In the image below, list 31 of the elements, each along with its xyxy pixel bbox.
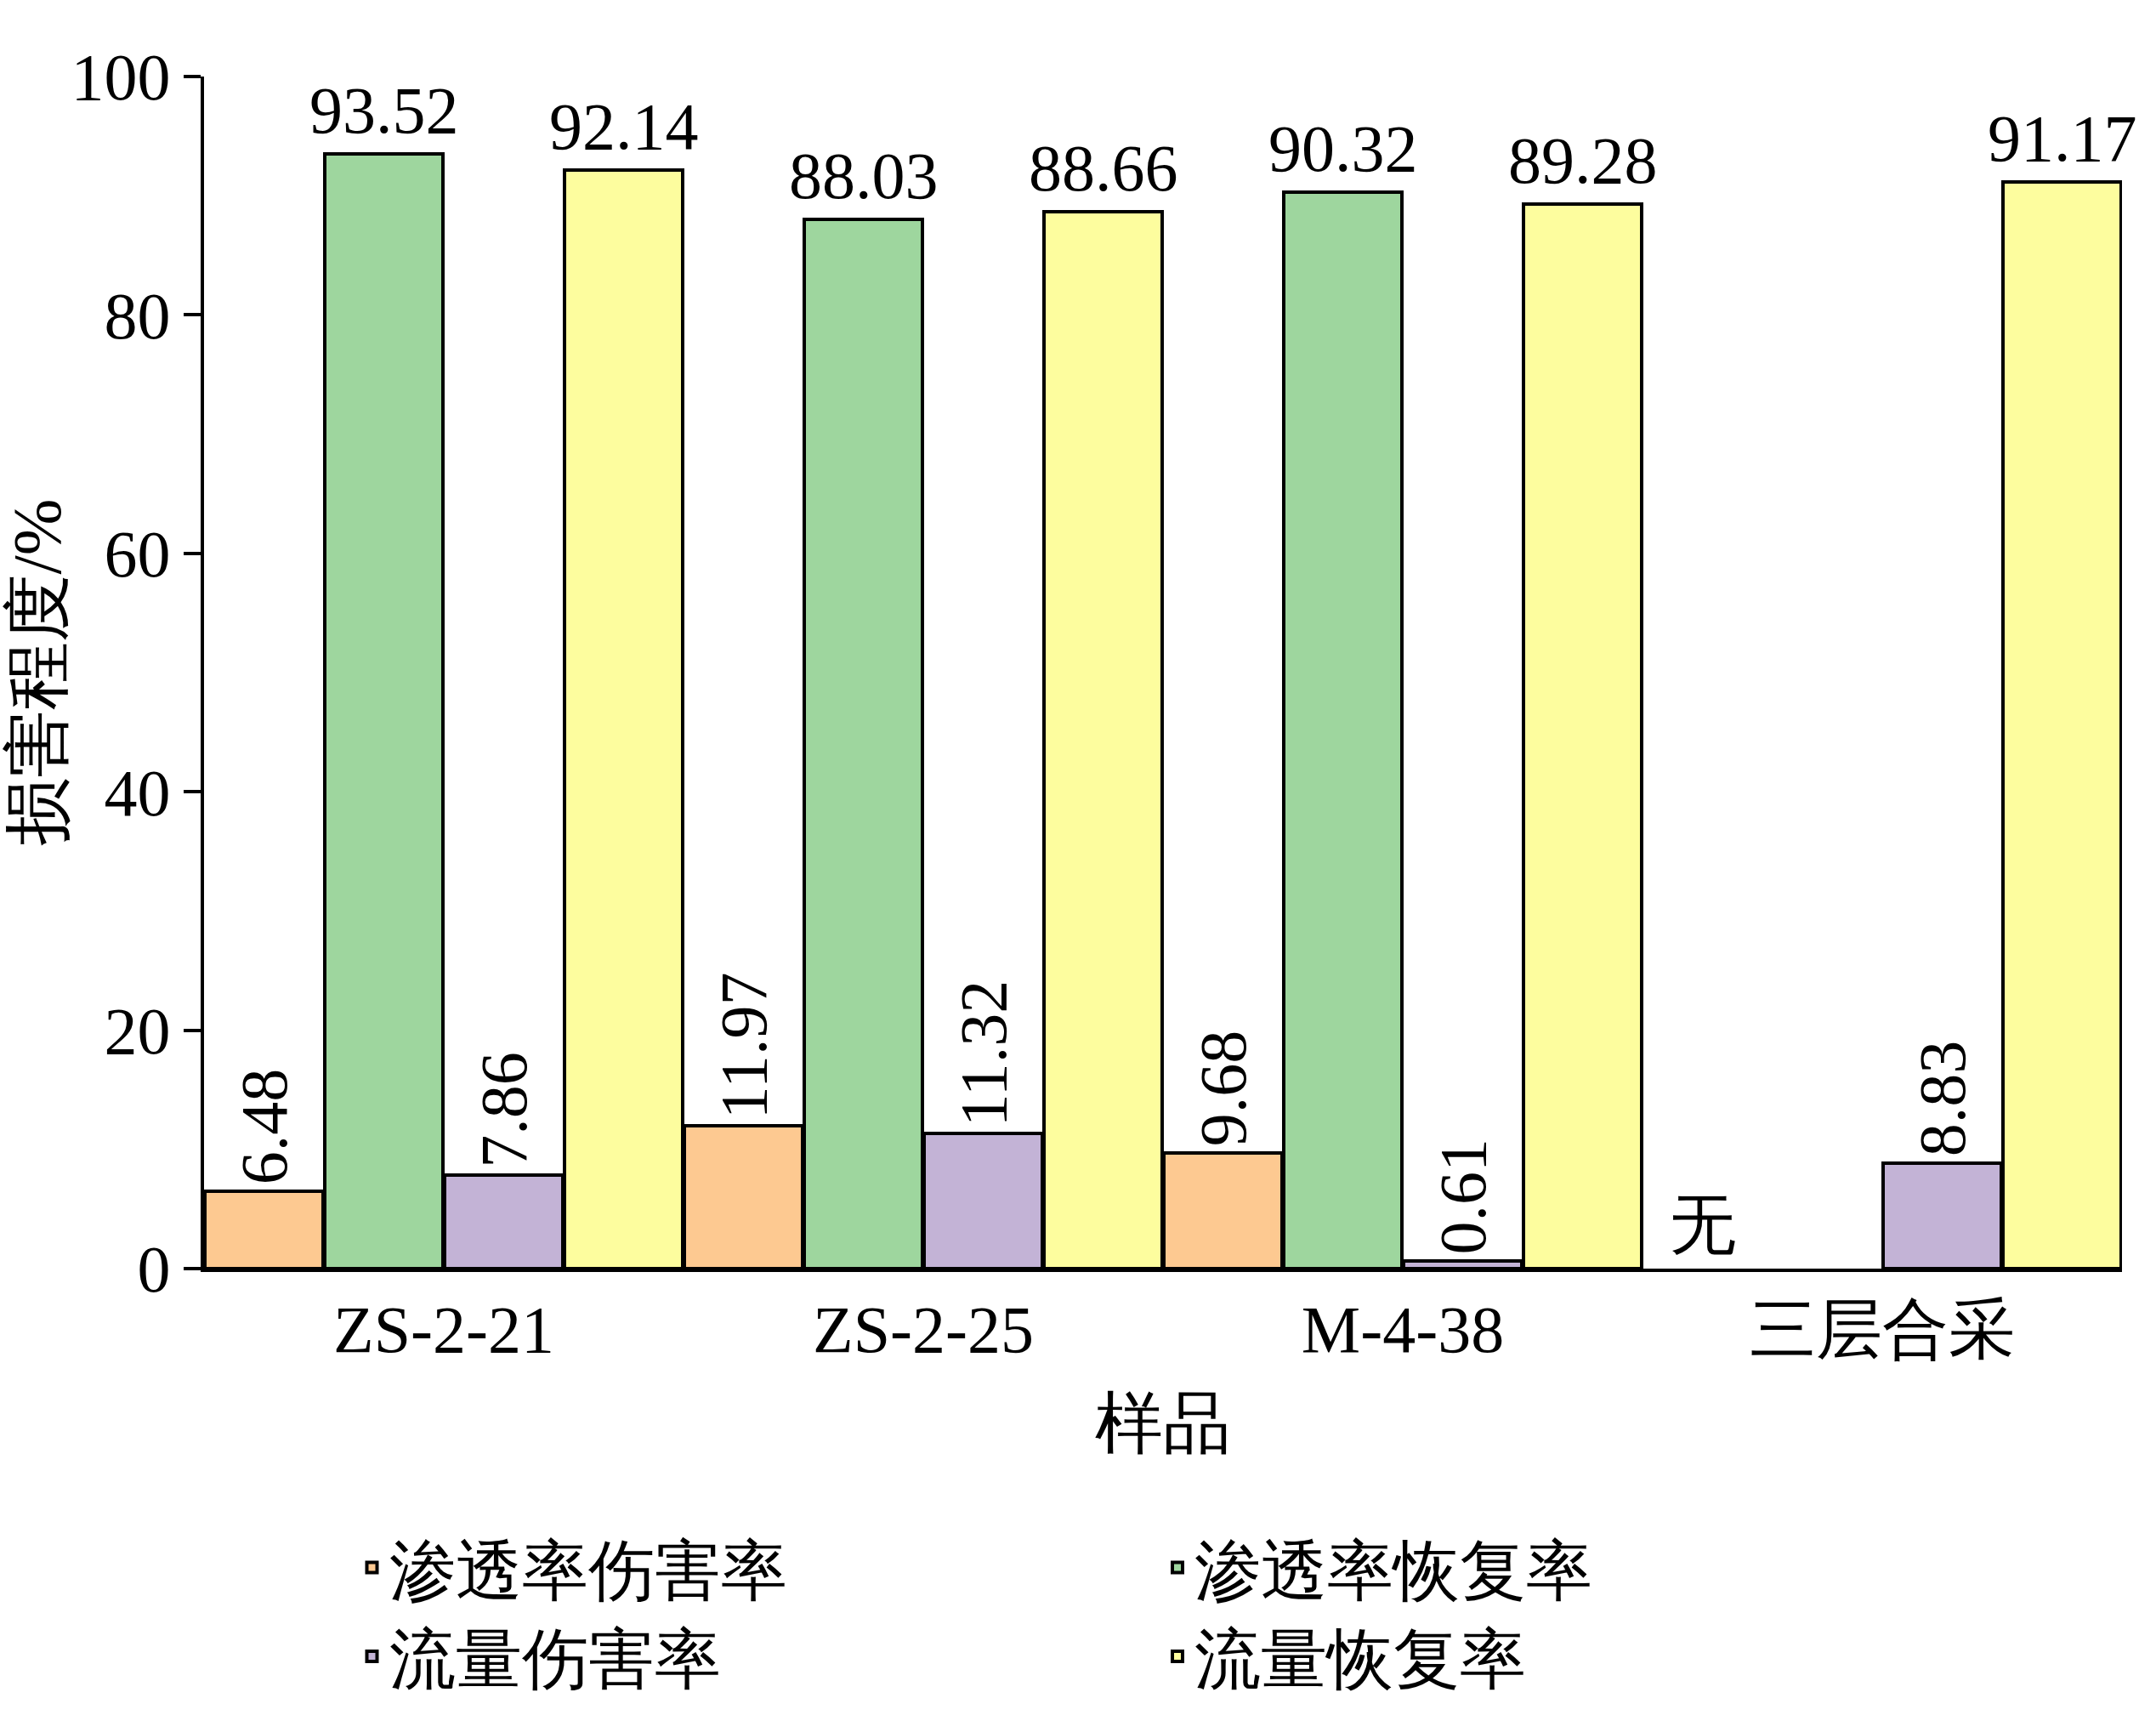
x-tick-label: ZS-2-25 [813, 1292, 1034, 1366]
data-label: 92.14 [549, 89, 699, 163]
y-tick-label: 60 [104, 517, 171, 592]
legend-label: 渗透率恢复率 [1194, 1534, 1593, 1609]
data-label: 9.68 [1185, 1030, 1260, 1147]
x-tick-label: 三层合采 [1750, 1292, 2015, 1366]
x-tick-label: M-4-38 [1301, 1292, 1505, 1366]
y-tick-label: 40 [104, 755, 171, 830]
legend-label: 流量伤害率 [389, 1622, 721, 1697]
y-axis-title: 损害程度/% [0, 498, 75, 847]
legend-label: 流量恢复率 [1194, 1622, 1527, 1697]
data-label: 88.66 [1029, 131, 1178, 205]
legend-label: 渗透率伤害率 [389, 1534, 787, 1609]
data-label: 90.32 [1268, 111, 1418, 185]
data-label: 8.83 [1904, 1040, 1979, 1157]
data-label: 11.32 [945, 980, 1020, 1127]
y-tick-label: 100 [71, 40, 171, 115]
data-label: 91.17 [1988, 101, 2137, 175]
data-label: 11.97 [706, 972, 780, 1120]
data-label: 93.52 [309, 73, 459, 147]
x-tick-label: ZS-2-21 [333, 1292, 554, 1366]
data-label: 7.86 [467, 1052, 542, 1168]
x-axis-title: 样品 [1095, 1385, 1231, 1461]
data-label: 6.48 [226, 1068, 301, 1185]
data-label: 88.03 [789, 139, 939, 213]
y-tick-label: 20 [104, 993, 171, 1068]
y-tick-label: 0 [137, 1232, 171, 1307]
data-label: 89.28 [1508, 123, 1658, 197]
data-label: 0.61 [1425, 1138, 1500, 1255]
y-tick-label: 80 [104, 278, 171, 353]
text: 无 [1670, 1188, 1736, 1262]
